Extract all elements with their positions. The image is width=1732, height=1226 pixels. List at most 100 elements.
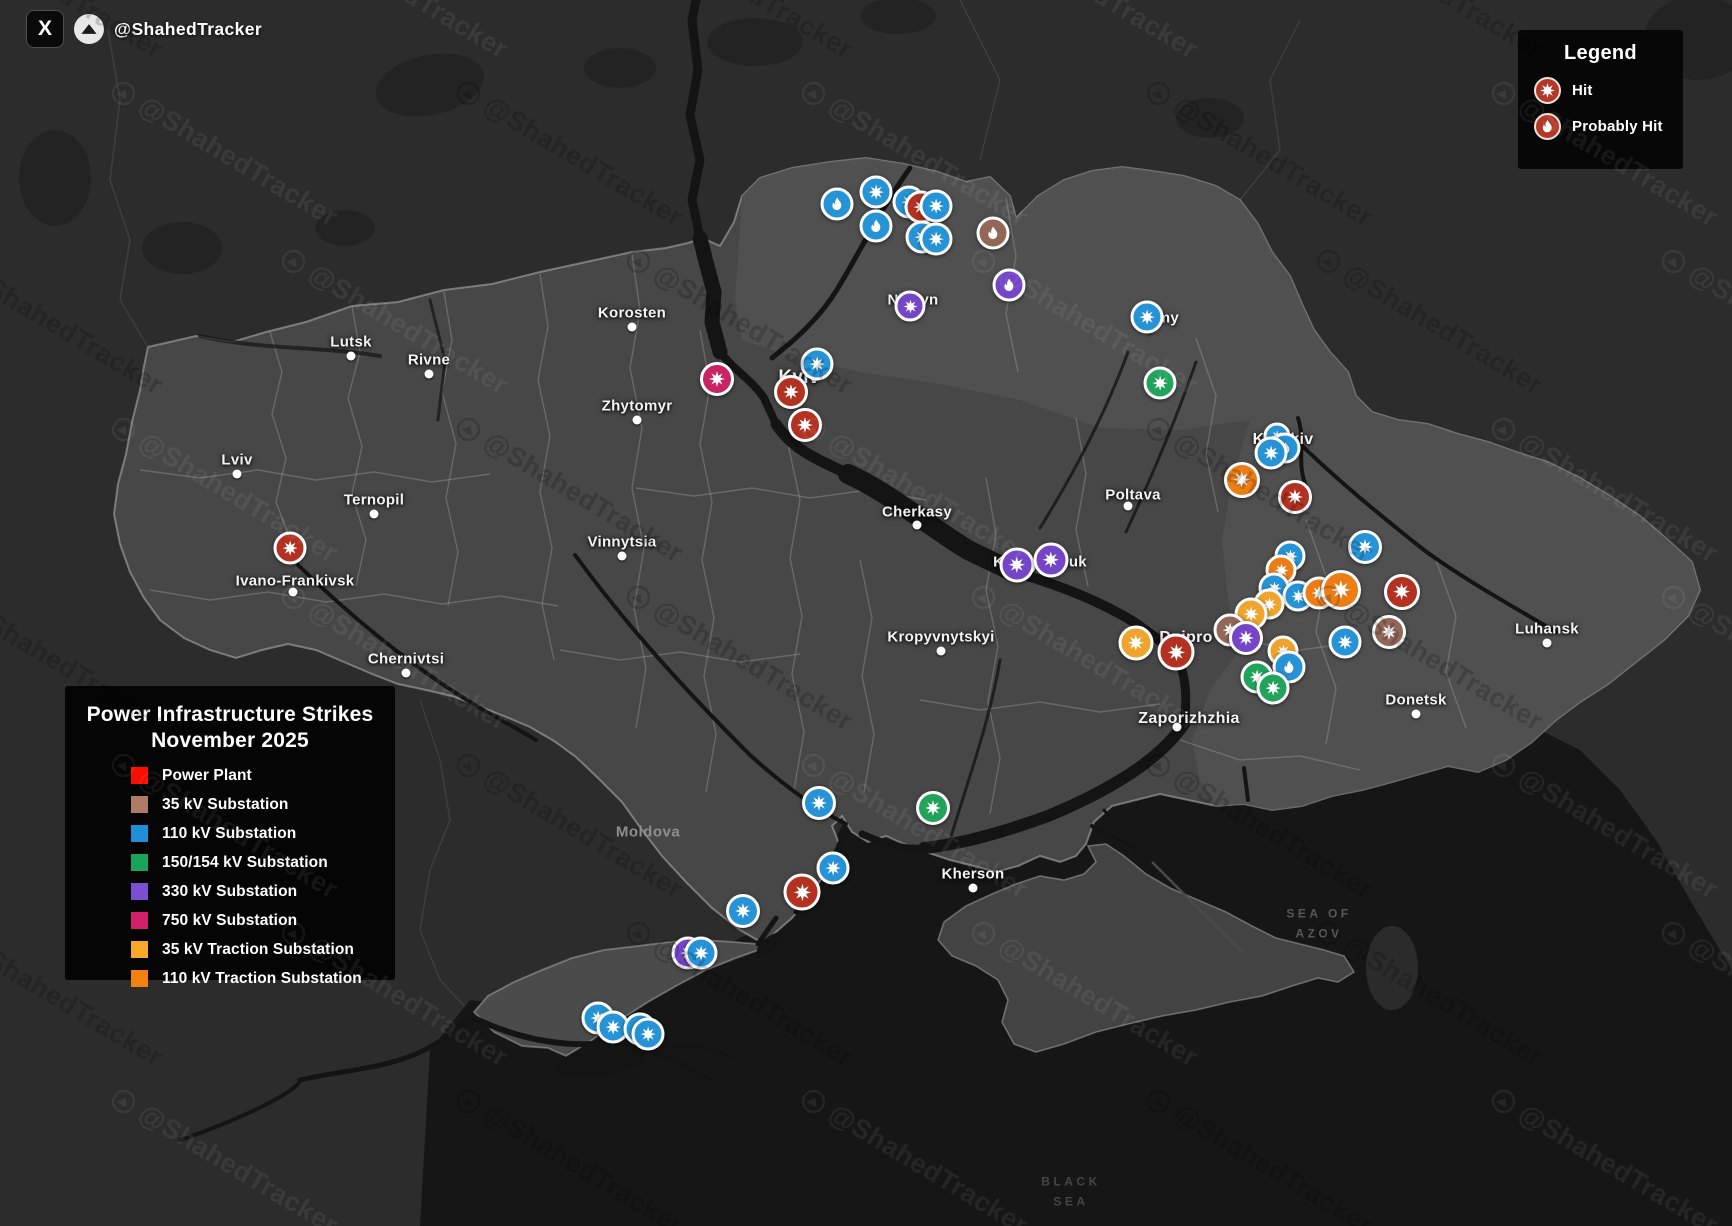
strike-marker-power_plant-hit: [788, 408, 822, 442]
starburst-icon: [1331, 580, 1351, 600]
account-handle[interactable]: @ShahedTracker: [114, 18, 263, 39]
strike-marker-sub330-hit: [1229, 621, 1263, 655]
starburst-icon: [1042, 551, 1060, 569]
strike-marker-sub150-hit: [916, 791, 950, 825]
strike-marker-sub110-probably_hit: [820, 187, 854, 221]
city-dot: [1123, 501, 1133, 511]
starburst-icon: [783, 384, 799, 400]
map-title-line2: November 2025: [151, 728, 309, 752]
city-label-lviv: Lviv: [221, 451, 253, 469]
strike-marker-sub330-probably_hit: [992, 268, 1026, 302]
category-row-tract110: 110 kV Traction Substation: [131, 970, 381, 988]
starburst-icon: [1265, 680, 1281, 696]
strike-marker-sub110-hit: [1348, 530, 1382, 564]
category-row-sub110: 110 kV Substation: [131, 825, 381, 843]
city-label-donetsk: Donetsk: [1385, 691, 1447, 709]
city-label-ternopil: Ternopil: [343, 491, 405, 509]
city-label-korosten: Korosten: [597, 304, 667, 322]
city-dot: [1542, 638, 1552, 648]
x-logo-glyph: X: [37, 17, 52, 40]
flame-icon: [1284, 660, 1294, 673]
city-label-kherson: Kherson: [941, 865, 1005, 883]
strike-marker-sub110-hit: [800, 347, 834, 381]
mountain-logo-icon: [77, 17, 101, 41]
city-label-rivne: Rivne: [407, 351, 451, 369]
taman-land: [1366, 926, 1418, 1010]
strike-marker-tract110-hit: [1321, 570, 1361, 610]
shahedtracker-avatar[interactable]: [74, 14, 104, 44]
category-row-sub330: 330 kV Substation: [131, 883, 381, 901]
category-row-sub750: 750 kV Substation: [131, 912, 381, 930]
strike-marker-sub750-hit: [700, 362, 734, 396]
legend-item-hit: Hit: [1534, 77, 1683, 104]
strike-marker-sub35-hit: [1372, 615, 1406, 649]
starburst-icon: [925, 800, 941, 816]
starburst-icon-circle: [1534, 77, 1561, 104]
starburst-icon: [1290, 588, 1306, 604]
category-swatch: [131, 970, 148, 988]
strike-marker-sub110-probably_hit: [1272, 650, 1306, 684]
category-swatch: [131, 767, 148, 785]
category-label: 330 kV Substation: [162, 882, 298, 900]
starburst-icon: [1381, 624, 1397, 640]
legend-items: Hit Probably Hit: [1534, 77, 1683, 140]
strike-marker-power_plant-hit: [783, 873, 821, 911]
starburst-icon: [1008, 556, 1026, 574]
city-dot: [968, 883, 978, 893]
starburst-icon: [1238, 630, 1254, 646]
category-list: Power Plant 35 kV Substation 110 kV Substa…: [131, 767, 381, 988]
strike-marker-sub110-hit: [816, 851, 850, 885]
starburst-icon: [928, 231, 944, 247]
city-label-zaporizhzhia: Zaporizhzhia: [1138, 710, 1240, 727]
starburst-icon: [1393, 583, 1411, 601]
rivers: [178, 0, 1558, 1142]
starburst-icon: [868, 184, 884, 200]
category-label: 35 kV Substation: [162, 795, 289, 813]
starburst-icon: [1243, 606, 1259, 622]
legend-item-probably_hit: Probably Hit: [1534, 113, 1683, 140]
city-label-chernivtsi: Chernivtsi: [367, 650, 445, 668]
strike-marker-power_plant-hit: [774, 375, 808, 409]
starburst-icon: [693, 945, 709, 961]
category-row-sub150: 150/154 kV Substation: [131, 854, 381, 872]
legend-item-label: Probably Hit: [1572, 118, 1663, 135]
category-row-tract35: 35 kV Traction Substation: [131, 941, 381, 959]
flame-icon: [832, 197, 842, 210]
category-swatch: [131, 825, 148, 843]
category-swatch: [131, 941, 148, 959]
title-box: Power Infrastructure Strikes November 20…: [65, 686, 395, 988]
strike-marker-sub110-hit: [919, 189, 953, 223]
starburst-icon: [1167, 643, 1185, 661]
strike-marker-sub110-hit: [919, 222, 953, 256]
x-logo[interactable]: X: [26, 10, 64, 48]
strike-marker-sub150-hit: [1256, 671, 1290, 705]
category-swatch: [131, 796, 148, 814]
attribution-header[interactable]: X @ShahedTracker: [26, 10, 262, 48]
flame-icon: [988, 226, 998, 239]
strike-marker-sub110-hit: [1328, 625, 1362, 659]
flame-icon-circle: [1534, 113, 1561, 140]
starburst-icon: [797, 417, 813, 433]
starburst-icon: [928, 198, 944, 214]
oblast-borders: [139, 197, 1467, 815]
city-label-vinnytsia: Vinnytsia: [587, 533, 657, 551]
strike-marker-power_plant-hit: [273, 531, 307, 565]
starburst-icon: [282, 540, 298, 556]
strike-marker-sub110-hit: [684, 936, 718, 970]
strike-marker-tract110-hit: [1224, 462, 1260, 498]
category-label: 35 kV Traction Substation: [162, 940, 354, 958]
city-label-lutsk: Lutsk: [330, 333, 372, 351]
strike-marker-sub330-hit: [1033, 542, 1069, 578]
category-swatch: [131, 854, 148, 872]
starburst-icon: [809, 356, 825, 372]
starburst-icon: [1152, 375, 1168, 391]
starburst-icon: [1287, 489, 1303, 505]
strike-marker-sub35-probably_hit: [976, 216, 1010, 250]
category-label: 110 kV Substation: [162, 824, 297, 842]
city-dot: [401, 668, 411, 678]
city-dot: [346, 351, 356, 361]
city-label-luhansk: Luhansk: [1515, 620, 1579, 638]
city-dot: [617, 551, 627, 561]
city-dot: [232, 469, 242, 479]
